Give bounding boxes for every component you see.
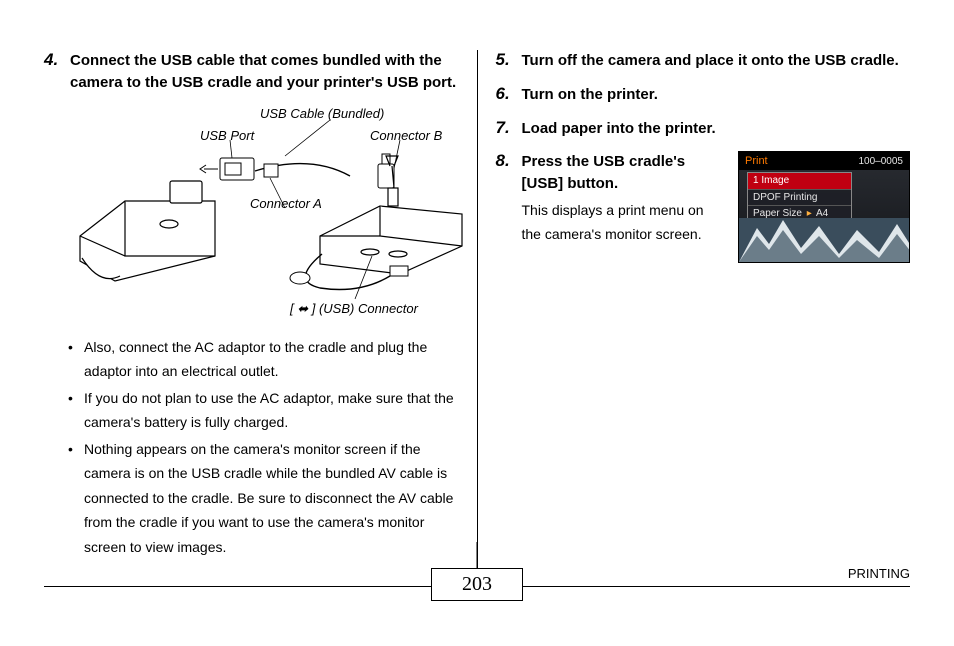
footer: PRINTING 203 [0,586,954,634]
step8-row: Press the USB cradle's [USB] button. Thi… [522,151,911,263]
note-item: Nothing appears on the camera's monitor … [66,437,459,560]
step-subtext: This displays a print menu on the camera… [522,199,725,247]
screen-header: Print 100–0005 [739,152,909,170]
note-item: Also, connect the AC adaptor to the crad… [66,335,459,384]
footer-rule-right [520,586,910,587]
page: 4. Connect the USB cable that comes bund… [0,0,954,646]
step-number: 6. [496,84,522,106]
page-number: 203 [431,568,523,601]
screen-counter: 100–0005 [859,156,904,167]
step-4: 4. Connect the USB cable that comes bund… [44,50,459,94]
camera-screen: Print 100–0005 1 Image DPOF Printing Pap… [738,151,910,263]
left-column: 4. Connect the USB cable that comes bund… [44,50,477,590]
step-text: Turn on the printer. [522,84,658,106]
step-text: Press the USB cradle's [USB] button. [522,151,725,195]
diagram-label-usb-connector: [ ⬌ ] (USB) Connector [290,301,418,317]
step-text: Load paper into the printer. [522,118,716,140]
step-6: 6. Turn on the printer. [496,84,911,106]
step-number: 8. [496,151,522,263]
step-text: Turn off the camera and place it onto th… [522,50,899,72]
step-number: 4. [44,50,70,94]
footer-rule-left [44,586,434,587]
connection-diagram: USB Cable (Bundled) USB Port Connector B… [70,106,459,321]
note-item: If you do not plan to use the AC adaptor… [66,386,459,435]
step-7: 7. Load paper into the printer. [496,118,911,140]
diagram-svg [70,106,470,301]
section-label: PRINTING [848,566,910,581]
menu-item-selected: 1 Image [748,173,851,190]
mountains-icon [739,218,910,262]
screen-title: Print [745,155,768,167]
step-5: 5. Turn off the camera and place it onto… [496,50,911,72]
divider-stub [477,542,478,570]
menu-item: DPOF Printing [748,190,851,207]
columns: 4. Connect the USB cable that comes bund… [44,50,910,590]
right-column: 5. Turn off the camera and place it onto… [478,50,911,590]
step-text: Connect the USB cable that comes bundled… [70,50,459,94]
step8-text-block: Press the USB cradle's [USB] button. Thi… [522,151,725,246]
step-8: 8. Press the USB cradle's [USB] button. … [496,151,911,263]
step-number: 7. [496,118,522,140]
notes-list: Also, connect the AC adaptor to the crad… [66,335,459,560]
step-number: 5. [496,50,522,72]
